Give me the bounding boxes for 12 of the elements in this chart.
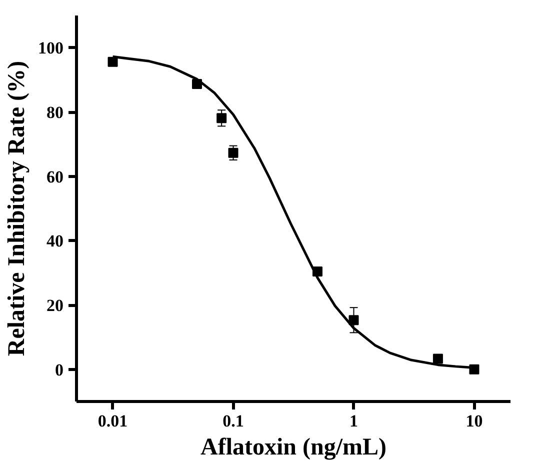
y-tick-label: 40 <box>46 232 64 251</box>
y-tick-label: 100 <box>38 38 64 58</box>
x-tick-label: 0.01 <box>98 412 128 430</box>
x-axis-title: Aflatoxin (ng/mL) <box>200 434 386 460</box>
x-tick-label: 0.1 <box>222 412 244 430</box>
y-tick-label: 20 <box>46 296 64 315</box>
y-tick-label: 60 <box>46 167 64 186</box>
y-tick-label: 80 <box>46 103 64 122</box>
x-tick-label: 1 <box>349 412 358 430</box>
x-tick-label: 10 <box>466 412 483 430</box>
y-axis-title: Relative Inhibitory Rate (%) <box>4 60 30 356</box>
y-tick-label: 0 <box>55 360 64 380</box>
